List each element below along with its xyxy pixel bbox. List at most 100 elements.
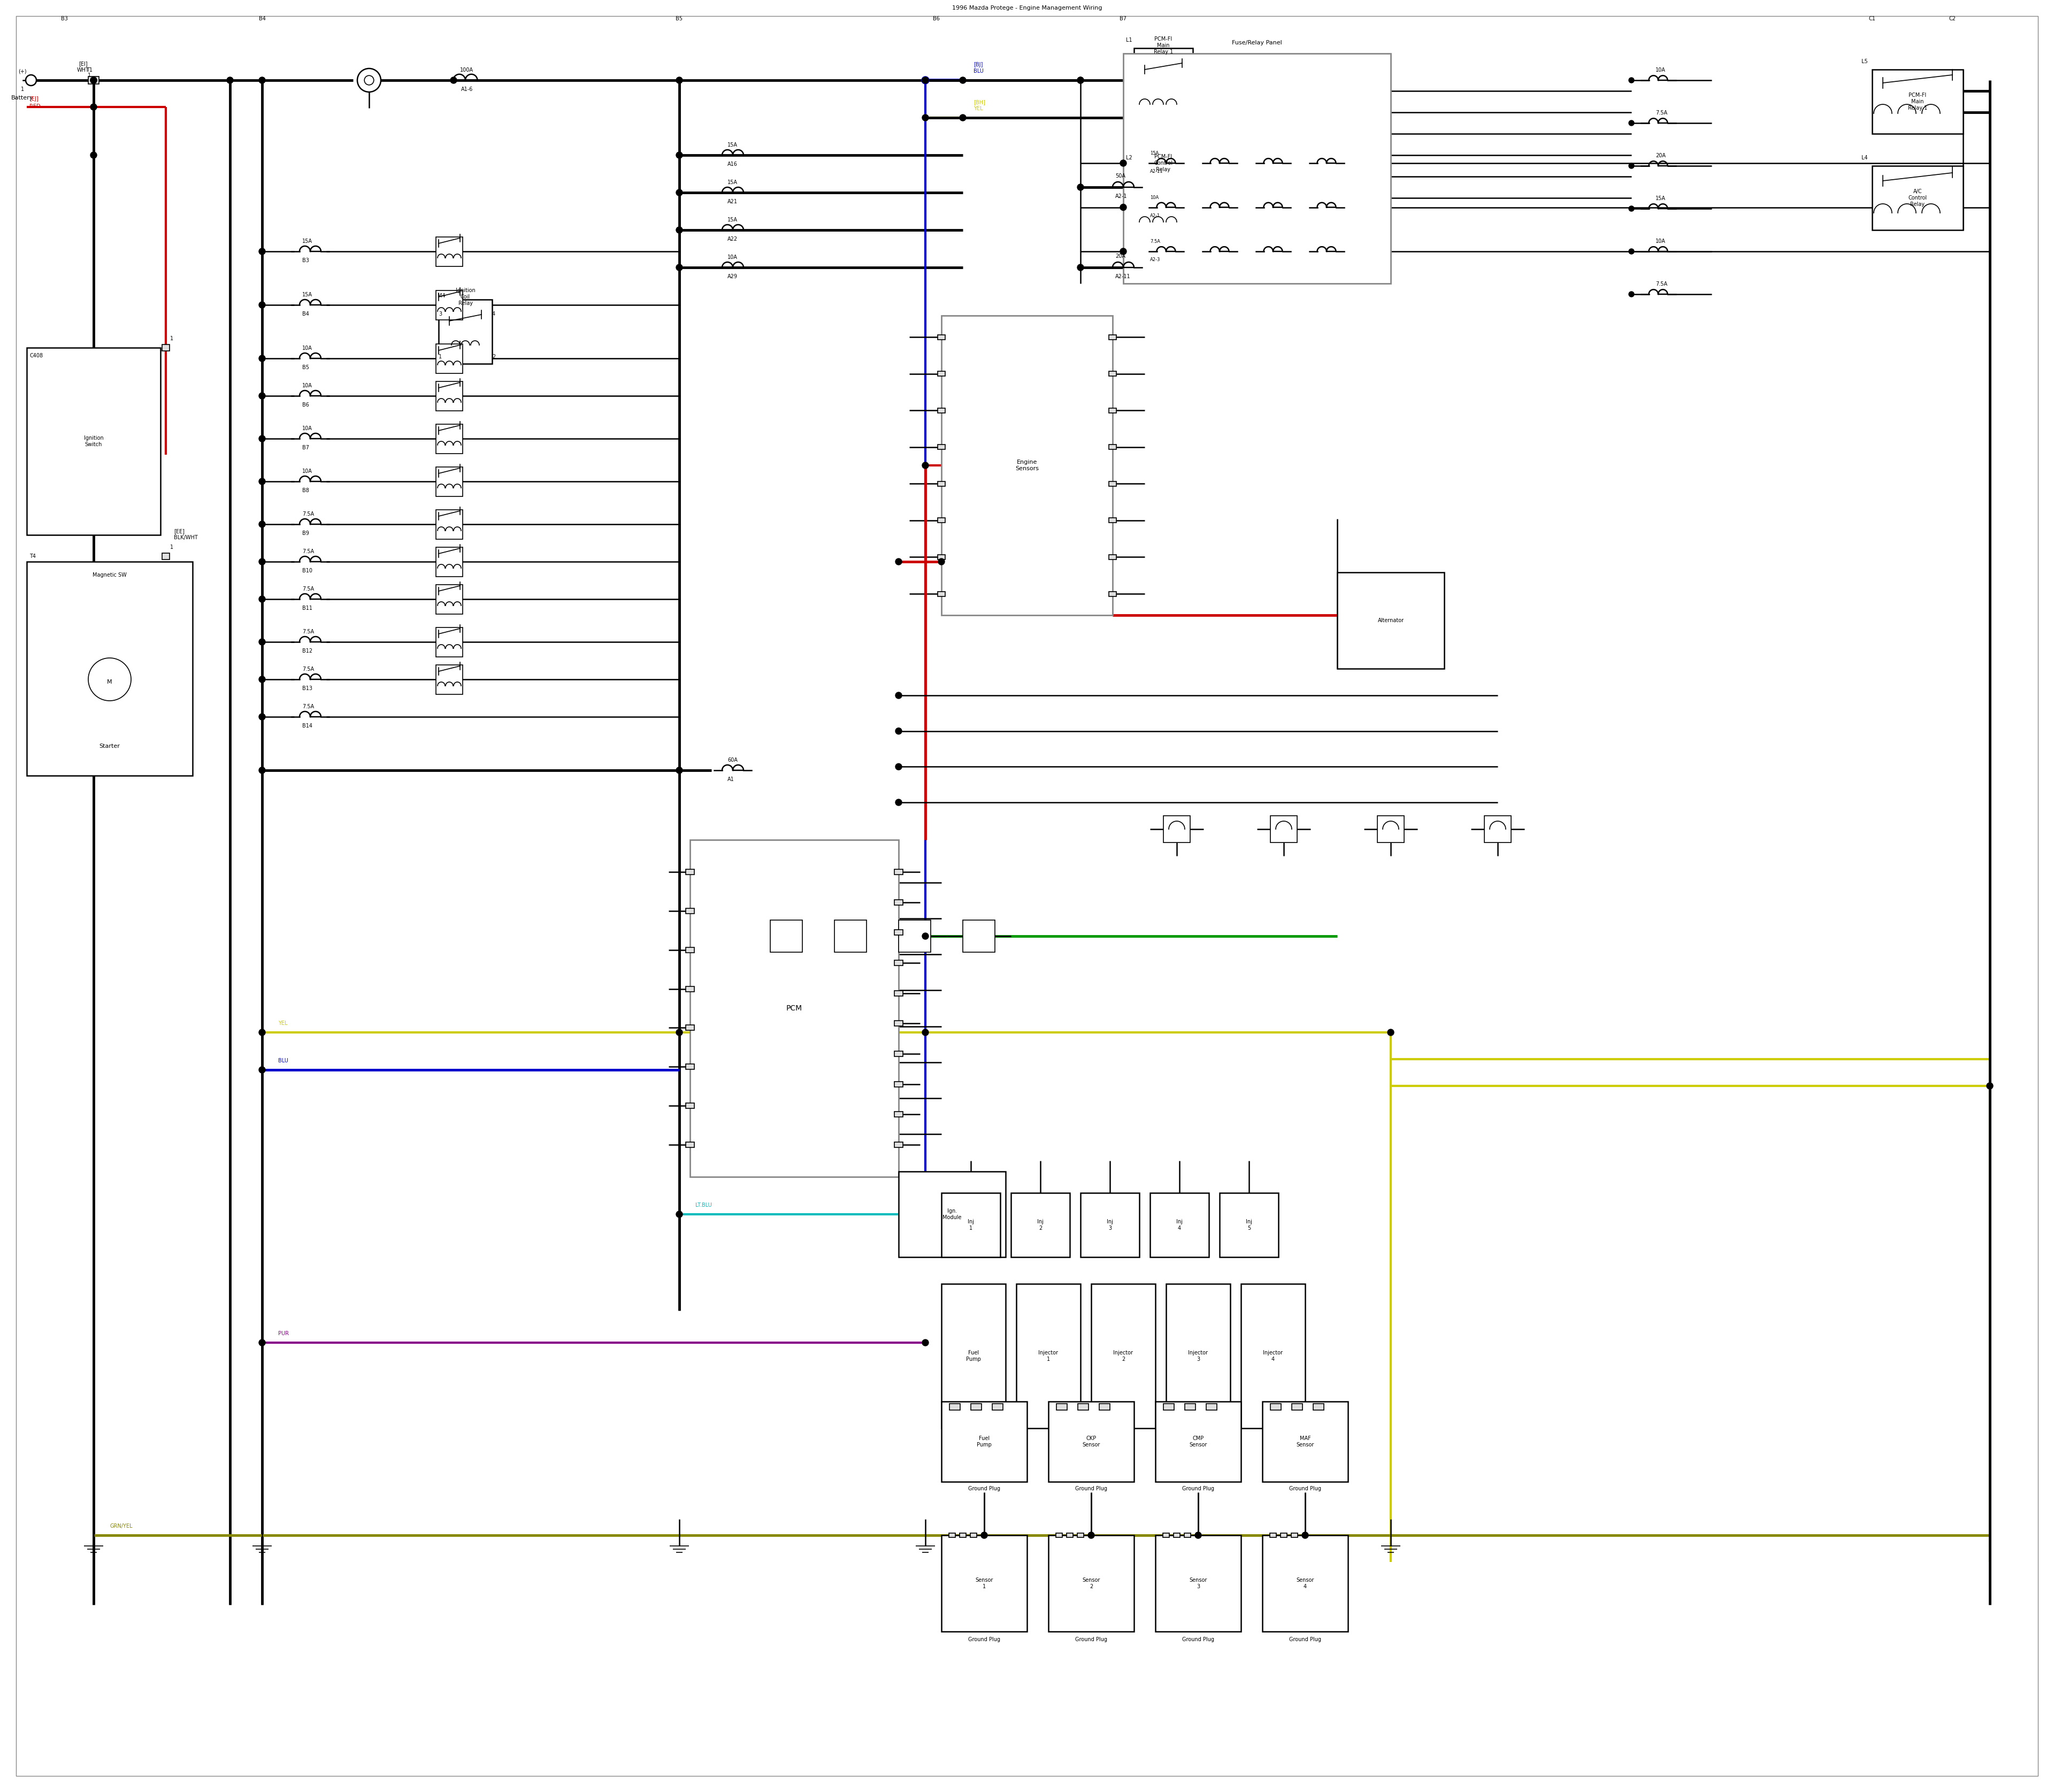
- Text: A2-1: A2-1: [1115, 194, 1128, 199]
- Bar: [1048, 1401, 1134, 1482]
- Text: Fuel
Pump: Fuel Pump: [965, 1349, 982, 1362]
- Bar: [435, 627, 462, 656]
- Circle shape: [676, 77, 682, 84]
- Bar: [893, 869, 904, 874]
- Text: [El]: [El]: [78, 61, 88, 66]
- Circle shape: [959, 115, 965, 120]
- Circle shape: [922, 934, 928, 939]
- Circle shape: [259, 1339, 265, 1346]
- Text: B4: B4: [259, 16, 265, 22]
- Bar: [1078, 1403, 1089, 1410]
- Circle shape: [1119, 249, 1126, 254]
- Text: A2-1: A2-1: [1150, 213, 1161, 219]
- Circle shape: [364, 75, 374, 84]
- Circle shape: [259, 638, 265, 645]
- Circle shape: [1629, 249, 1635, 254]
- Circle shape: [982, 1532, 988, 1539]
- Circle shape: [90, 77, 97, 84]
- Bar: [1485, 815, 1512, 842]
- Bar: [686, 1104, 694, 1109]
- Circle shape: [922, 462, 928, 468]
- Bar: [1337, 572, 1444, 668]
- Text: Inj
4: Inj 4: [1177, 1219, 1183, 1231]
- Text: A29: A29: [727, 274, 737, 280]
- Bar: [972, 1403, 982, 1410]
- Text: A1-6: A1-6: [460, 86, 472, 91]
- Text: B8: B8: [302, 487, 308, 493]
- Bar: [440, 299, 493, 364]
- Text: PUR: PUR: [277, 1331, 290, 1337]
- Bar: [1056, 1534, 1062, 1538]
- Circle shape: [676, 190, 682, 195]
- Bar: [941, 1401, 1027, 1482]
- Text: Control: Control: [1154, 161, 1173, 167]
- Text: 1: 1: [21, 86, 25, 91]
- Text: B5: B5: [676, 16, 682, 22]
- Circle shape: [259, 1066, 265, 1073]
- Bar: [1269, 1403, 1282, 1410]
- Bar: [941, 1193, 1000, 1256]
- Text: PCM-FI: PCM-FI: [1154, 154, 1173, 159]
- Text: [EE]
BLK/WHT: [EE] BLK/WHT: [175, 529, 197, 539]
- Bar: [88, 77, 99, 84]
- Text: Relay: Relay: [1156, 167, 1171, 172]
- Bar: [686, 986, 694, 991]
- Text: 3: 3: [440, 312, 442, 317]
- Bar: [435, 382, 462, 410]
- Text: PCM-FI: PCM-FI: [1154, 36, 1173, 41]
- Text: Inj
1: Inj 1: [967, 1219, 974, 1231]
- Text: B3: B3: [62, 16, 68, 22]
- Text: 10A: 10A: [302, 346, 312, 351]
- Text: L5: L5: [1861, 59, 1867, 65]
- Circle shape: [922, 77, 928, 84]
- Bar: [893, 961, 904, 966]
- Circle shape: [1076, 77, 1085, 84]
- Bar: [1066, 1534, 1072, 1538]
- Bar: [939, 518, 945, 523]
- Circle shape: [1076, 77, 1085, 84]
- Bar: [1871, 167, 1964, 229]
- Text: Ignition
Switch: Ignition Switch: [84, 435, 103, 446]
- Bar: [1109, 371, 1115, 376]
- Bar: [1280, 1534, 1288, 1538]
- Text: A22: A22: [727, 237, 737, 242]
- Text: Injector
3: Injector 3: [1189, 1349, 1208, 1362]
- Text: B10: B10: [302, 568, 312, 573]
- Text: PCM-FI
Main
Relay 1: PCM-FI Main Relay 1: [1908, 93, 1927, 111]
- Bar: [690, 840, 900, 1177]
- Circle shape: [676, 1029, 682, 1036]
- Text: 4: 4: [493, 312, 495, 317]
- Bar: [1011, 1193, 1070, 1256]
- Circle shape: [922, 1339, 928, 1346]
- Text: 100A: 100A: [460, 68, 472, 73]
- Text: Ground Plug: Ground Plug: [967, 1486, 1000, 1491]
- Circle shape: [1629, 206, 1635, 211]
- Bar: [1206, 1403, 1216, 1410]
- Bar: [900, 1172, 1006, 1256]
- Bar: [1109, 444, 1115, 450]
- Bar: [686, 1064, 694, 1070]
- Bar: [1185, 1534, 1191, 1538]
- Text: 15A: 15A: [302, 238, 312, 244]
- Circle shape: [259, 249, 265, 254]
- Text: 15A: 15A: [727, 142, 737, 147]
- Text: Sensor
4: Sensor 4: [1296, 1577, 1315, 1590]
- Bar: [1871, 70, 1964, 134]
- Bar: [893, 1021, 904, 1027]
- Circle shape: [259, 355, 265, 362]
- Text: 1996 Mazda Protege - Engine Management Wiring: 1996 Mazda Protege - Engine Management W…: [951, 5, 1103, 11]
- Bar: [435, 425, 462, 453]
- Text: Ign.
Module: Ign. Module: [943, 1208, 961, 1220]
- Circle shape: [1986, 1082, 1992, 1090]
- Bar: [435, 547, 462, 577]
- Bar: [939, 482, 945, 486]
- Text: 10A: 10A: [1656, 68, 1666, 73]
- Text: B7: B7: [1119, 16, 1128, 22]
- Circle shape: [259, 713, 265, 720]
- Bar: [992, 1403, 1002, 1410]
- Text: 15A: 15A: [302, 292, 312, 297]
- Text: A/C
Control
Relay: A/C Control Relay: [1908, 188, 1927, 206]
- Circle shape: [1629, 163, 1635, 168]
- Text: [EJ]: [EJ]: [29, 97, 39, 102]
- Bar: [900, 919, 930, 952]
